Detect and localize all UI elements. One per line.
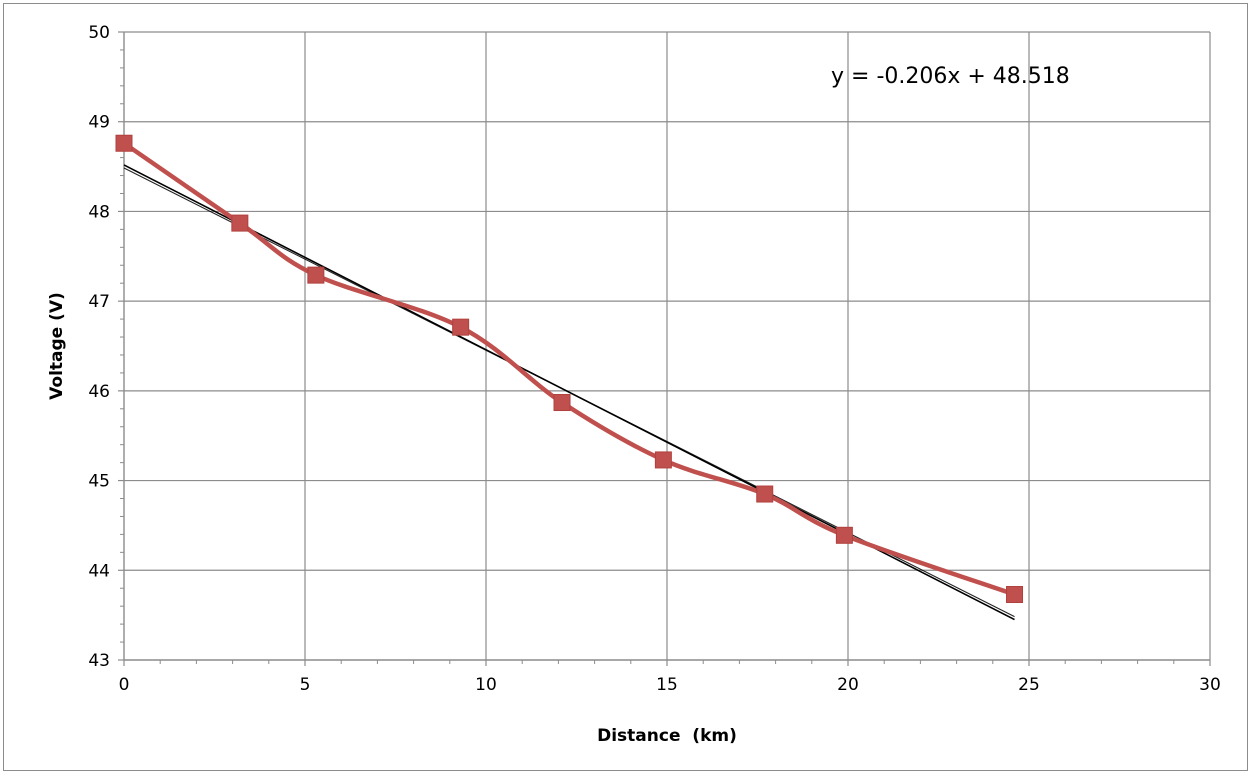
x-tick-label: 20	[837, 675, 859, 695]
x-tick-label: 25	[1018, 675, 1040, 695]
data-point-marker	[1006, 586, 1024, 604]
y-tick-label: 47	[88, 292, 110, 312]
y-tick-label: 49	[88, 113, 110, 133]
data-point-marker	[115, 134, 133, 152]
chart-svg: 0 5 10 15 20 25 30 43 44 45 46 47 48 49 50 y = -0.206x…	[47, 23, 1221, 746]
y-tick-label: 45	[88, 472, 110, 492]
labels: y = -0.206x + 48.518 Distance (km) Volta…	[47, 64, 1070, 746]
y-tick-label: 46	[88, 382, 110, 402]
data-point-marker	[307, 266, 325, 284]
data-point-marker	[835, 526, 853, 544]
x-tick-label: 5	[300, 675, 311, 695]
data-point-marker	[553, 394, 571, 412]
x-tick-label: 30	[1199, 675, 1221, 695]
trendline-equation: y = -0.206x + 48.518	[831, 64, 1070, 89]
x-tick-label: 10	[475, 675, 497, 695]
chart-area: 0 5 10 15 20 25 30 43 44 45 46 47 48 49 50 y = -0.206x…	[3, 3, 1248, 771]
y-axis-title: Voltage (V)	[47, 292, 67, 400]
x-tick-label: 0	[119, 675, 130, 695]
axes: 0 5 10 15 20 25 30 43 44 45 46 47 48 49 50	[88, 23, 1220, 695]
data-point-marker	[756, 485, 774, 503]
data-point-marker	[654, 451, 672, 469]
x-axis-title: Distance (km)	[597, 726, 737, 746]
gridlines	[124, 31, 1211, 660]
y-tick-label: 44	[88, 561, 110, 581]
data-point-marker	[231, 214, 249, 232]
y-tick-label: 43	[88, 651, 110, 671]
series-group	[115, 134, 1024, 604]
data-point-marker	[452, 318, 470, 336]
y-tick-label: 50	[88, 23, 110, 43]
y-tick-label: 48	[88, 202, 110, 222]
x-tick-label: 15	[656, 675, 678, 695]
